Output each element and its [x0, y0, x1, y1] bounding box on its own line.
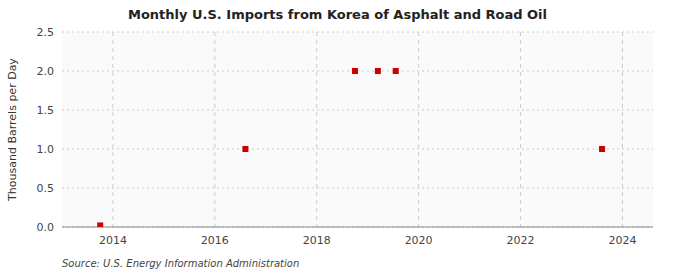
- data-point: [242, 146, 248, 152]
- chart-container: 0.0 0.5 1.0 1.5 2.0 2.5 2014 2016 2018 2020 2022 20…: [0, 0, 675, 275]
- points: [97, 68, 605, 227]
- chart-svg: 0.0 0.5 1.0 1.5 2.0 2.5 2014 2016 2018 2020 2022 20…: [0, 0, 675, 275]
- y-tick-label: 1.5: [37, 104, 55, 117]
- y-tick-label: 0.5: [37, 182, 55, 195]
- y-grid-line: [62, 188, 653, 189]
- data-point: [393, 68, 399, 74]
- y-tick-label: 1.0: [37, 143, 55, 156]
- x-tick-label: 2020: [405, 234, 433, 247]
- data-point: [352, 68, 358, 74]
- y-axis-label: Thousand Barrels per Day: [6, 58, 19, 202]
- chart-title: Monthly U.S. Imports from Korea of Aspha…: [128, 7, 547, 22]
- x-grid-line: [418, 32, 419, 227]
- y-tick-label: 0.0: [37, 221, 55, 234]
- y-tick-label: 2.5: [37, 26, 55, 39]
- x-grid-line: [316, 32, 317, 227]
- x-tick-label: 2024: [608, 234, 636, 247]
- x-grid-line: [622, 32, 623, 227]
- data-point: [97, 222, 103, 227]
- axes: 0.0 0.5 1.0 1.5 2.0 2.5 2014 2016 2018 2020 2022 20…: [37, 26, 654, 247]
- grid: [62, 32, 653, 227]
- x-axis-line: [62, 227, 653, 228]
- x-tick-label: 2014: [99, 234, 127, 247]
- y-grid-line: [62, 110, 653, 111]
- y-grid-line: [62, 227, 653, 228]
- plot-background: [62, 32, 653, 227]
- data-point: [599, 146, 605, 152]
- x-grid-line: [520, 32, 521, 227]
- x-tick-label: 2022: [507, 234, 535, 247]
- x-tick-label: 2016: [201, 234, 229, 247]
- y-grid-line: [62, 149, 653, 150]
- x-grid-line: [214, 32, 215, 227]
- x-grid-line: [112, 32, 113, 227]
- source-note: Source: U.S. Energy Information Administ…: [62, 258, 299, 269]
- x-tick-label: 2018: [303, 234, 331, 247]
- y-tick-label: 2.0: [37, 65, 55, 78]
- y-grid-line: [62, 32, 653, 33]
- data-point: [375, 68, 381, 74]
